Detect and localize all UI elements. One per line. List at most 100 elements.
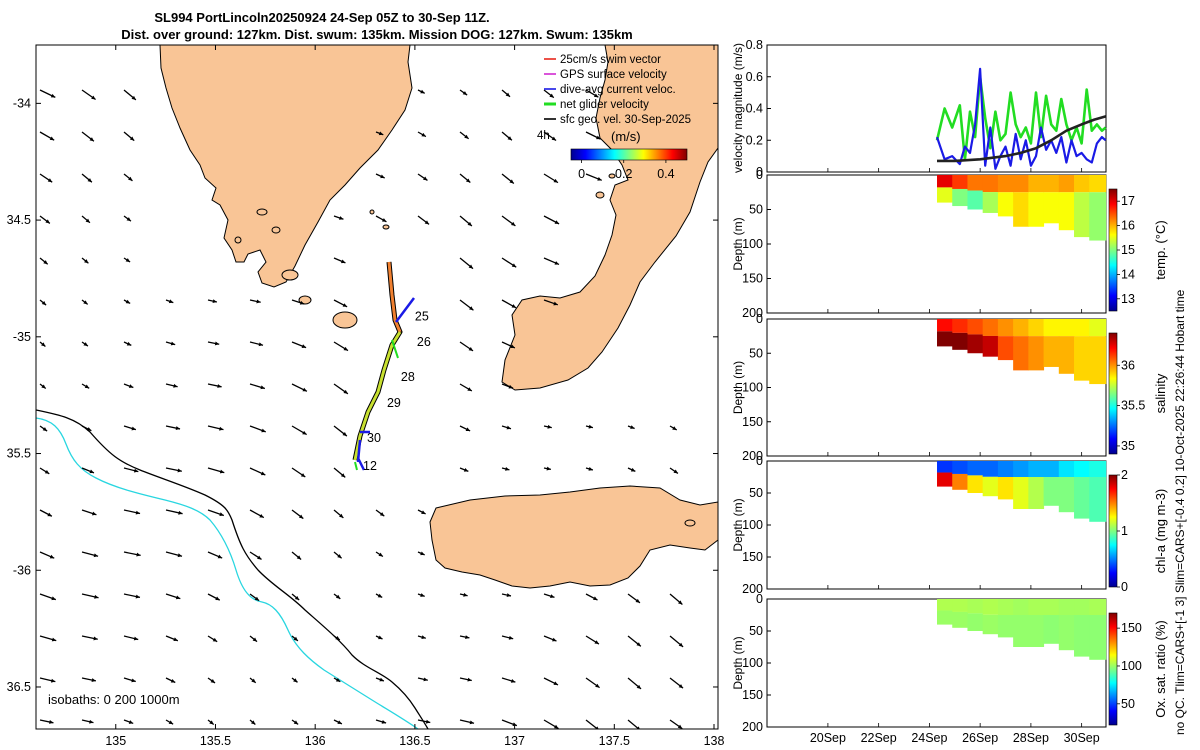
map-colorbar-label: (m/s): [611, 129, 641, 144]
vector-head: [170, 678, 176, 683]
section-cell-upper: [982, 599, 999, 615]
vector-head: [91, 511, 97, 516]
velocity-y-tick-label: 0.2: [746, 133, 763, 147]
section-cell-lower: [1089, 615, 1107, 660]
section-y-tick-label: 200: [742, 449, 763, 463]
section-y-tick-label: 100: [742, 656, 763, 670]
section-cells: [937, 599, 1107, 660]
section-colorbar-tick-label: 1: [1121, 524, 1128, 538]
section-cell-upper: [1074, 175, 1090, 193]
section-cell-lower: [1043, 336, 1060, 367]
vector-head: [381, 218, 387, 222]
vector-head: [467, 677, 472, 682]
vector-head: [342, 303, 348, 307]
map-y-tick-label: -36: [13, 563, 31, 577]
legend-label: GPS surface velocity: [560, 69, 667, 81]
vector-head: [337, 554, 342, 559]
vector-head: [588, 424, 593, 429]
vector-head: [464, 134, 469, 139]
vector-head: [506, 425, 512, 430]
vector-head: [673, 469, 678, 474]
vector-head: [340, 473, 346, 478]
vector-head: [135, 510, 141, 515]
section-cell-upper: [1058, 599, 1075, 615]
section-cell-lower: [1028, 336, 1045, 371]
velocity-y-axis: 0 0.2 0.4 0.6 0.8: [746, 38, 771, 179]
section-cell-lower: [982, 476, 999, 497]
section-colorbar: [1108, 332, 1118, 455]
vector-head: [672, 426, 677, 430]
section-cell-lower: [967, 613, 984, 631]
glider-track-colored: [387, 261, 402, 333]
section-cell-lower: [997, 615, 1014, 638]
section-cell-upper: [967, 175, 984, 191]
surface-velocity-vectors: [39, 89, 684, 729]
track-day-label: 12: [363, 459, 377, 473]
vector-head: [41, 342, 46, 347]
vector-head: [510, 344, 515, 349]
vector-head: [420, 551, 425, 556]
vector-head: [636, 684, 642, 689]
section-cell-lower: [967, 475, 984, 493]
vector-head: [421, 635, 426, 639]
isobath-note: isobaths: 0 200 1000m: [48, 692, 180, 707]
vector-head: [133, 636, 139, 641]
section-cell-upper: [1043, 461, 1060, 477]
vector-head: [129, 136, 135, 141]
vector-head: [293, 678, 298, 683]
section-cell-upper: [1013, 175, 1029, 193]
vector-head: [94, 594, 99, 599]
vector-head: [506, 593, 511, 597]
section-y-tick-label: 0: [756, 168, 763, 182]
section-y-tick-label: 100: [742, 518, 763, 532]
vector-head: [553, 681, 558, 685]
vector-head: [219, 512, 224, 517]
vector-head: [678, 684, 684, 689]
vector-head: [594, 640, 599, 645]
glider-track-colored-2: [353, 331, 402, 461]
section-cell-lower: [952, 473, 968, 490]
section-cell-lower: [1074, 336, 1090, 381]
section-ylabel: Depth (m): [731, 361, 745, 414]
vector-head: [507, 136, 512, 141]
vector-head: [86, 427, 92, 431]
vector-head: [340, 259, 346, 264]
vector-head: [509, 179, 514, 184]
map-colorbar: [570, 148, 688, 161]
vector-head: [45, 219, 50, 224]
section-colorbar-label: Ox. sat. ratio (%): [1153, 620, 1168, 718]
legend-label: 25cm/s swim vector: [560, 54, 661, 66]
section-cell-lower: [1074, 192, 1090, 238]
map-frame: [35, 44, 719, 730]
vector-head: [508, 384, 514, 389]
vector-head: [126, 217, 131, 222]
net-glider-segment: [354, 339, 399, 471]
vector-head: [424, 220, 430, 225]
section-cell-upper: [1043, 319, 1060, 337]
vector-head: [177, 553, 183, 558]
section-ylabel: Depth (m): [731, 498, 745, 551]
vector-head: [678, 642, 684, 647]
section-y-tick-label: 150: [742, 550, 763, 564]
vector-head: [468, 346, 474, 351]
vector-head: [630, 425, 635, 429]
section-colorbar-tick-label: 35.5: [1121, 399, 1145, 413]
track-day-label: 26: [417, 335, 431, 349]
section-y-tick-label: 100: [742, 381, 763, 395]
velocity-ylabel: velocity magnitude (m/s): [731, 43, 745, 173]
vector-head: [168, 720, 174, 725]
section-cell-lower: [1058, 477, 1075, 513]
vector-head: [261, 428, 266, 433]
vector-head: [212, 299, 217, 304]
legend-label: dive-avg current veloc.: [560, 84, 676, 96]
vector-head: [131, 426, 136, 431]
section-cell-lower: [952, 611, 968, 628]
section-cell-upper: [1074, 461, 1090, 477]
vector-head: [423, 176, 428, 181]
vector-head: [128, 720, 134, 724]
vector-head: [377, 593, 383, 598]
vector-head: [510, 679, 516, 683]
